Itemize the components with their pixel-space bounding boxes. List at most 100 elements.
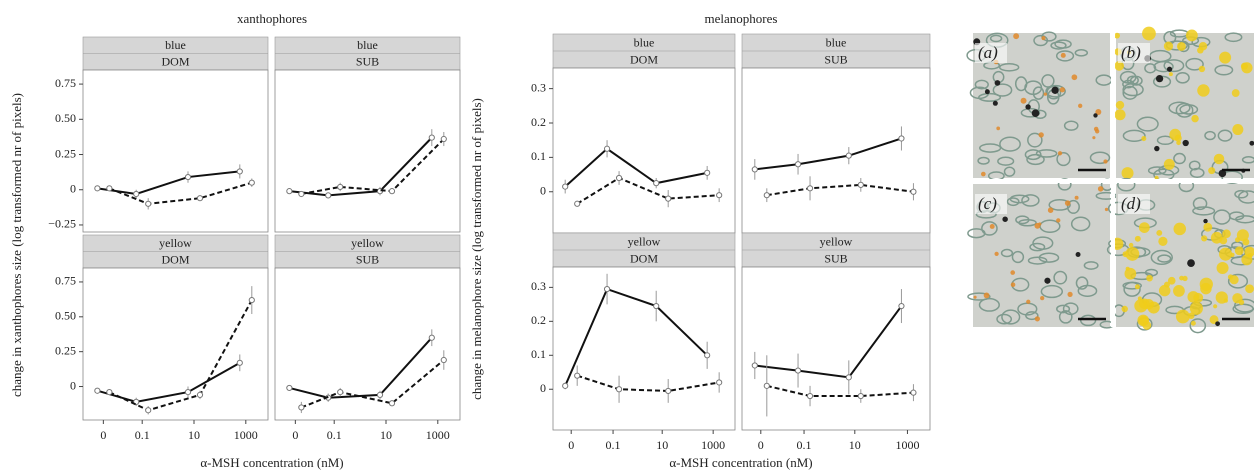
scale-cell (1027, 132, 1043, 148)
strip-label: yellow (159, 236, 192, 250)
pigment (1134, 235, 1141, 242)
y-axis-label: change in melanophore size (log transfor… (469, 98, 484, 400)
scale-cell (1144, 63, 1157, 74)
scale-cell (1063, 120, 1079, 131)
scale-cell (1021, 194, 1040, 207)
point (806, 185, 814, 192)
scale-cell (978, 297, 1000, 312)
scale-cell (1048, 199, 1071, 211)
pigment (1223, 298, 1229, 303)
pigment (1067, 291, 1073, 298)
y-tick-label: 0.75 (55, 76, 76, 90)
point (388, 400, 396, 407)
point (248, 179, 255, 186)
melanophore (1166, 66, 1173, 72)
strip-label: SUB (824, 251, 847, 265)
scale-cell (981, 221, 998, 236)
scale-cell (1050, 41, 1067, 50)
scale-cell (1032, 86, 1045, 100)
x-tick-label: 1000 (234, 428, 258, 442)
scale-cell (1053, 270, 1068, 285)
series-line (754, 305, 903, 379)
pigment (1038, 222, 1042, 226)
point (574, 372, 581, 379)
scale-cell (1089, 151, 1111, 165)
y-tick-label: 0.3 (531, 80, 546, 94)
pigment (1169, 128, 1182, 141)
point (665, 195, 672, 202)
series-line (289, 337, 433, 399)
series-line (97, 170, 240, 195)
pigment (1236, 229, 1249, 242)
pigment (1219, 236, 1228, 245)
scale-cell (1185, 57, 1204, 71)
scale-cell (1038, 252, 1060, 263)
x-tick-label: 0 (758, 438, 764, 452)
pigment (1043, 92, 1048, 96)
pigment (1158, 236, 1168, 246)
pigment (1114, 109, 1126, 121)
scale-cell (989, 34, 1003, 43)
scale-cell (997, 156, 1015, 166)
point (428, 134, 435, 141)
scale-cell (1070, 216, 1091, 232)
pigment (1231, 89, 1240, 97)
panel (741, 67, 931, 234)
scale-cell (1227, 273, 1249, 289)
series-line (564, 147, 708, 188)
series-line (754, 137, 902, 171)
melanophore (994, 80, 1001, 86)
pigment (1020, 97, 1027, 104)
scale-cell (1006, 197, 1020, 207)
series-line (108, 181, 253, 205)
scale-cell (1224, 32, 1243, 43)
photo-label: (b) (1121, 43, 1141, 62)
melanophore (992, 100, 998, 106)
point (845, 374, 852, 381)
point (94, 185, 101, 192)
scale-cell (996, 313, 1013, 325)
scale-cell (1083, 261, 1099, 270)
melanophore (1215, 321, 1220, 327)
scale-cell (1214, 64, 1234, 76)
pigment (1097, 186, 1104, 192)
pigment (1198, 65, 1206, 73)
series-line (300, 359, 445, 409)
y-tick-label: 0.75 (55, 274, 76, 288)
pigment (1040, 296, 1045, 301)
melanophore (1249, 140, 1254, 146)
x-tick-label: 0 (292, 428, 298, 442)
y-tick-label: 0.25 (55, 343, 76, 357)
melanophore (1044, 277, 1051, 284)
y-tick-label: 0.2 (531, 115, 546, 129)
series-line (564, 287, 708, 387)
point (145, 200, 152, 207)
pigment (1094, 129, 1100, 134)
scale-cell (992, 83, 1013, 97)
x-tick-label: 1000 (895, 438, 919, 452)
point (298, 190, 305, 198)
melanophore (1218, 169, 1227, 178)
chart-title: melanophores (705, 11, 778, 26)
point (286, 384, 293, 392)
scale-cell (1027, 256, 1048, 265)
scale-cell (1020, 107, 1041, 118)
scale-cell (1032, 236, 1054, 250)
scale-cell (1213, 209, 1231, 225)
y-tick-label: 0.50 (55, 309, 76, 323)
x-tick-label: 1000 (701, 438, 725, 452)
pigment (983, 292, 990, 299)
strip-label: DOM (630, 52, 658, 66)
scale-cell (1056, 304, 1071, 314)
point (857, 392, 864, 400)
pigment (1229, 275, 1239, 285)
label-bg (975, 194, 1007, 214)
pigment (981, 171, 986, 177)
point (794, 161, 802, 168)
point (325, 192, 332, 199)
y-tick-label: 0 (540, 381, 546, 395)
pigment (1128, 242, 1134, 248)
pigment (1219, 51, 1232, 64)
photo-grid: (a) (b) (c) (d) (966, 26, 1254, 334)
